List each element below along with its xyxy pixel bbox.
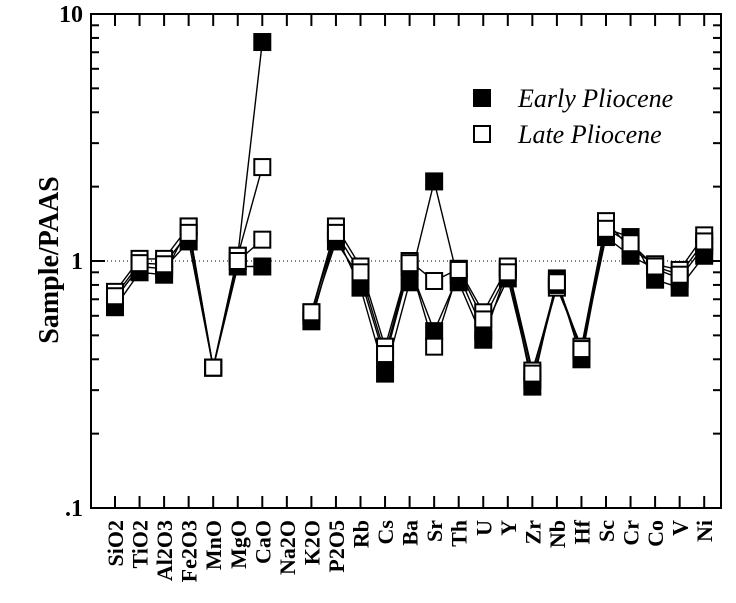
- y-tick-label: 1: [71, 249, 83, 275]
- data-point: [253, 230, 272, 249]
- legend-marker: [473, 89, 491, 107]
- x-tick-label: Zr: [520, 520, 545, 545]
- legend: Early Pliocene Late Pliocene: [473, 84, 673, 149]
- x-tick-label: P2O5: [324, 520, 349, 573]
- y-tick-label: 10: [59, 2, 83, 28]
- x-tick-label: Cr: [619, 520, 644, 546]
- data-point: [253, 257, 272, 276]
- data-point: [621, 234, 640, 253]
- data-point: [449, 260, 468, 279]
- x-tick-label: Nb: [545, 520, 570, 548]
- series-line: [114, 227, 705, 374]
- data-point: [155, 255, 174, 274]
- x-tick-label: V: [668, 520, 693, 536]
- x-tick-label: Co: [643, 520, 668, 547]
- x-tick-label: K2O: [299, 520, 324, 565]
- data-point: [498, 263, 517, 282]
- data-point: [597, 219, 615, 238]
- y-tick-label: .1: [65, 496, 83, 522]
- data-point: [106, 287, 124, 306]
- data-point: [572, 340, 591, 359]
- data-point: [253, 158, 272, 177]
- x-tick-label: TiO2: [128, 520, 153, 569]
- x-tick-label: Hf: [569, 519, 594, 544]
- x-tick-label: MgO: [226, 520, 251, 569]
- x-tick-label: Ba: [398, 520, 423, 546]
- data-point: [376, 345, 395, 364]
- x-tick-label: Sr: [422, 520, 447, 542]
- data-point: [425, 337, 444, 356]
- x-tick-label: MnO: [201, 520, 226, 570]
- x-tick-label: Ni: [692, 520, 717, 542]
- x-tick-label: CaO: [250, 520, 275, 564]
- data-point: [425, 271, 444, 290]
- x-tick-label: Fe2O3: [177, 520, 202, 582]
- data-point: [646, 257, 665, 276]
- data-point: [204, 358, 223, 377]
- x-tick-label: SiO2: [103, 520, 128, 566]
- data-point: [130, 254, 149, 273]
- x-tick-label: Y: [496, 520, 521, 536]
- x-tick-label: Sc: [594, 520, 619, 542]
- data-point: [400, 273, 419, 292]
- legend-label: Early Pliocene: [517, 84, 673, 113]
- data-point: [425, 322, 444, 341]
- y-axis-label: Sample/PAAS: [34, 176, 65, 344]
- data-point: [253, 33, 272, 52]
- data-point: [523, 364, 542, 383]
- data-point: [670, 265, 689, 284]
- legend-marker: [473, 125, 491, 143]
- x-tick-label: Rb: [349, 520, 374, 548]
- data-point: [228, 252, 247, 270]
- data-point: [351, 263, 370, 282]
- data-point: [179, 223, 198, 242]
- data-point: [302, 303, 321, 322]
- legend-label: Late Pliocene: [517, 120, 662, 149]
- data-point: [400, 254, 419, 273]
- x-tick-label: Th: [447, 520, 472, 547]
- x-tick-label: Cs: [373, 520, 398, 545]
- data-point: [326, 223, 345, 242]
- data-point: [547, 273, 566, 292]
- data-point: [425, 172, 444, 191]
- x-tick-label: Al2O3: [152, 520, 177, 581]
- x-tick-label: Na2O: [275, 520, 300, 575]
- data-point: [474, 310, 493, 329]
- data-point: [695, 232, 714, 251]
- x-tick-label: U: [471, 520, 496, 536]
